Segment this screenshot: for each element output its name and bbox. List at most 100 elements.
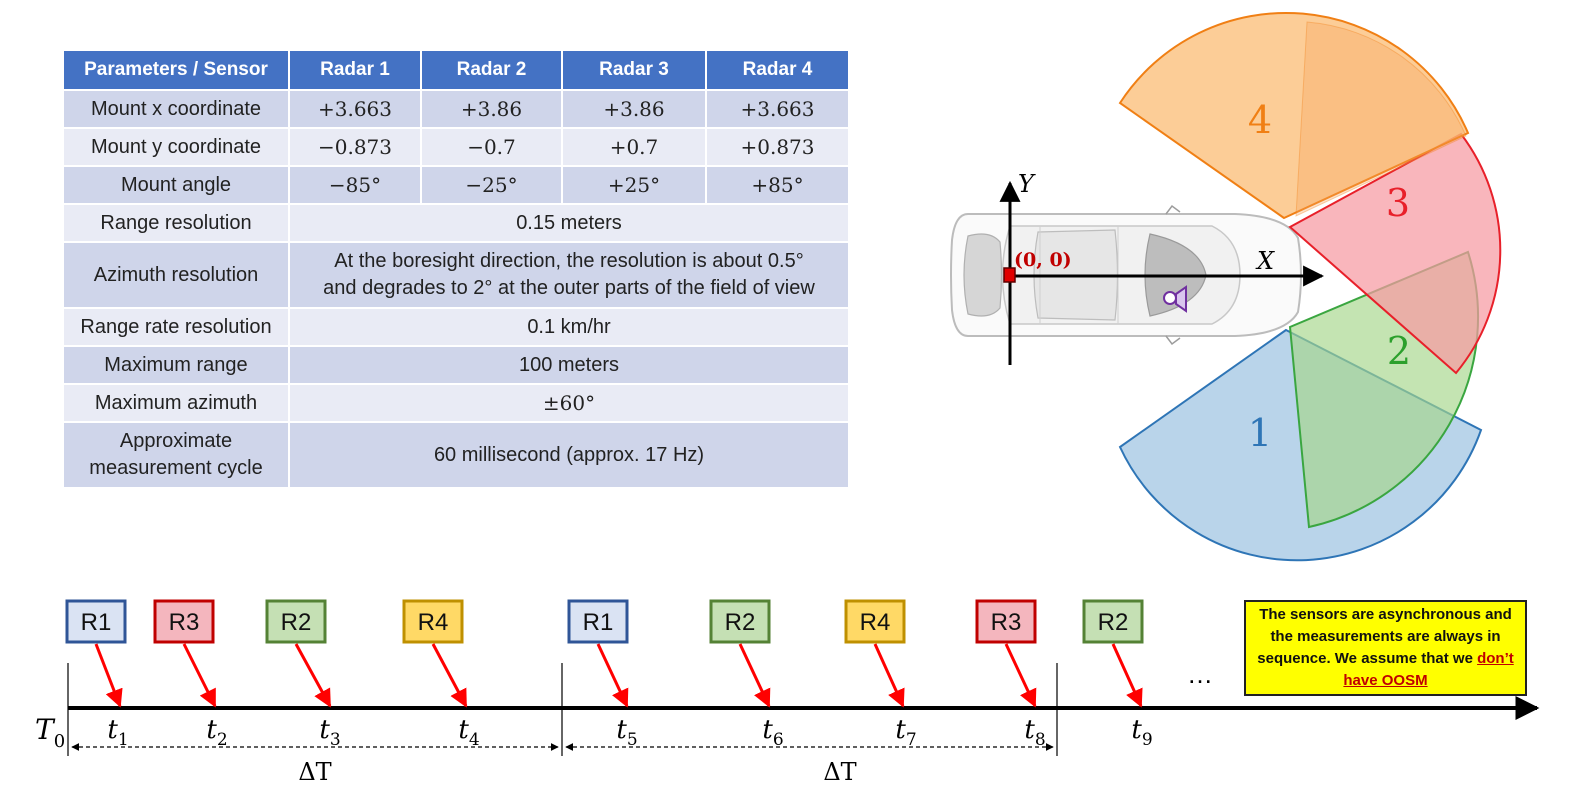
assumption-note: The sensors are asynchronous and the mea… <box>1244 600 1527 696</box>
row-label: Mount y coordinate <box>62 127 290 167</box>
row-label: Maximum azimuth <box>62 383 290 423</box>
cell-line: At the boresight direction, the resoluti… <box>334 250 804 272</box>
time-subscript: 9 <box>1142 730 1153 750</box>
cell-line: measurement cycle <box>89 457 263 479</box>
time-symbol: t <box>206 715 217 745</box>
table-row: Range rate resolution 0.1 km/hr <box>62 307 850 347</box>
note-text: The sensors are asynchronous and the mea… <box>1254 604 1517 692</box>
measurement-event: R2 t9 <box>1082 599 1153 750</box>
table-header-row: Parameters / Sensor Radar 1 Radar 2 Rada… <box>62 49 850 91</box>
row-label: Range resolution <box>62 203 290 243</box>
table-cell: −0.7 <box>420 127 563 167</box>
sensor-label: R3 <box>169 609 200 636</box>
time-subscript: 3 <box>330 730 341 750</box>
measurement-arrow <box>94 643 123 708</box>
table-cell: 0.15 meters <box>288 203 850 243</box>
row-label: Approximate measurement cycle <box>62 421 290 489</box>
radar-4-coverage <box>1118 11 1470 220</box>
sensor-box <box>567 599 629 644</box>
table-cell: 100 meters <box>288 345 850 385</box>
row-label: Mount x coordinate <box>62 89 290 129</box>
time-subscript: 7 <box>906 730 917 750</box>
measurement-event: R3 t2 <box>153 599 228 750</box>
time-subscript: 5 <box>627 730 638 750</box>
column-header: Radar 1 <box>288 49 422 91</box>
measurement-event: R3 t8 <box>975 599 1046 750</box>
measurement-arrow <box>873 643 905 708</box>
measurement-event: R1 t5 <box>567 599 638 750</box>
sensor-box <box>402 599 464 644</box>
measurement-event: R4 t4 <box>402 599 480 750</box>
radar-2-coverage <box>1288 250 1479 529</box>
table-cell: +3.663 <box>288 89 422 129</box>
table-row: Maximum azimuth ±60° <box>62 383 850 423</box>
table-row: Azimuth resolution At the boresight dire… <box>62 241 850 309</box>
measurement-event: R2 t6 <box>709 599 784 750</box>
table-cell: 60 millisecond (approx. 17 Hz) <box>288 421 850 489</box>
table-cell: +25° <box>561 165 707 205</box>
time-subscript: 1 <box>118 730 129 750</box>
cell-line: and degrades to 2° at the outer parts of… <box>323 277 815 299</box>
table-row: Mount x coordinate +3.663 +3.86 +3.86 +3… <box>62 89 850 129</box>
x-axis-label: X <box>1255 247 1275 275</box>
row-label: Azimuth resolution <box>62 241 290 309</box>
column-header: Radar 4 <box>705 49 850 91</box>
sector-label-3: 3 <box>1386 181 1410 225</box>
time-label: t1 <box>107 715 128 750</box>
time-label: t9 <box>1131 715 1152 750</box>
measurement-arrow <box>182 643 217 708</box>
time-subscript: 8 <box>1035 730 1046 750</box>
time-symbol: t <box>1024 715 1035 745</box>
time-symbol: t <box>616 715 627 745</box>
row-label: Maximum range <box>62 345 290 385</box>
column-header: Radar 2 <box>420 49 563 91</box>
ellipsis: … <box>1187 659 1213 689</box>
table-cell: +3.663 <box>705 89 850 129</box>
sensor-box <box>65 599 127 644</box>
measurement-arrow <box>1004 643 1037 708</box>
sensor-box <box>844 599 906 644</box>
table-cell: −85° <box>288 165 422 205</box>
sensor-parameters-table: Parameters / Sensor Radar 1 Radar 2 Rada… <box>62 49 850 489</box>
time-label: t7 <box>895 715 916 750</box>
table-cell: +3.86 <box>561 89 707 129</box>
radar-4-inner-overlap <box>1295 21 1467 217</box>
table-cell: −25° <box>420 165 563 205</box>
sensor-label: R2 <box>725 609 756 636</box>
table-cell: At the boresight direction, the resoluti… <box>288 241 850 309</box>
sensor-label: R4 <box>860 609 891 636</box>
table-cell: ±60° <box>288 383 850 423</box>
table-row: Mount y coordinate −0.873 −0.7 +0.7 +0.8… <box>62 127 850 167</box>
measurement-event: R4 t7 <box>844 599 917 750</box>
t0-symbol: T <box>35 713 56 746</box>
time-subscript: 2 <box>217 730 228 750</box>
sensor-label: R3 <box>991 609 1022 636</box>
sensor-box <box>1082 599 1144 644</box>
column-header: Parameters / Sensor <box>62 49 290 91</box>
origin-label: (0, 0) <box>1014 249 1072 271</box>
car-icon <box>950 204 1302 346</box>
t0-subscript: 0 <box>54 731 65 752</box>
time-subscript: 4 <box>469 730 480 750</box>
sensor-box <box>265 599 327 644</box>
delta-t-label: ΔT <box>298 758 331 786</box>
measurement-arrow <box>738 643 771 708</box>
row-label: Range rate resolution <box>62 307 290 347</box>
sensor-box <box>975 599 1037 644</box>
cell-line: Approximate <box>119 430 233 452</box>
column-header: Radar 3 <box>561 49 707 91</box>
sector-label-4: 4 <box>1248 98 1272 142</box>
time-label: t3 <box>319 715 340 750</box>
time-symbol: t <box>458 715 469 745</box>
sector-label-1: 1 <box>1248 411 1272 455</box>
time-symbol: t <box>895 715 906 745</box>
y-axis-label: Y <box>1018 170 1036 198</box>
sensor-label: R2 <box>1098 609 1129 636</box>
table-cell: −0.873 <box>288 127 422 167</box>
sensor-label: R2 <box>281 609 312 636</box>
table-row: Approximate measurement cycle 60 millise… <box>62 421 850 489</box>
table-cell: +0.873 <box>705 127 850 167</box>
delta-t-label: ΔT <box>823 758 856 786</box>
time-label: t5 <box>616 715 637 750</box>
measurement-arrow <box>431 643 468 708</box>
